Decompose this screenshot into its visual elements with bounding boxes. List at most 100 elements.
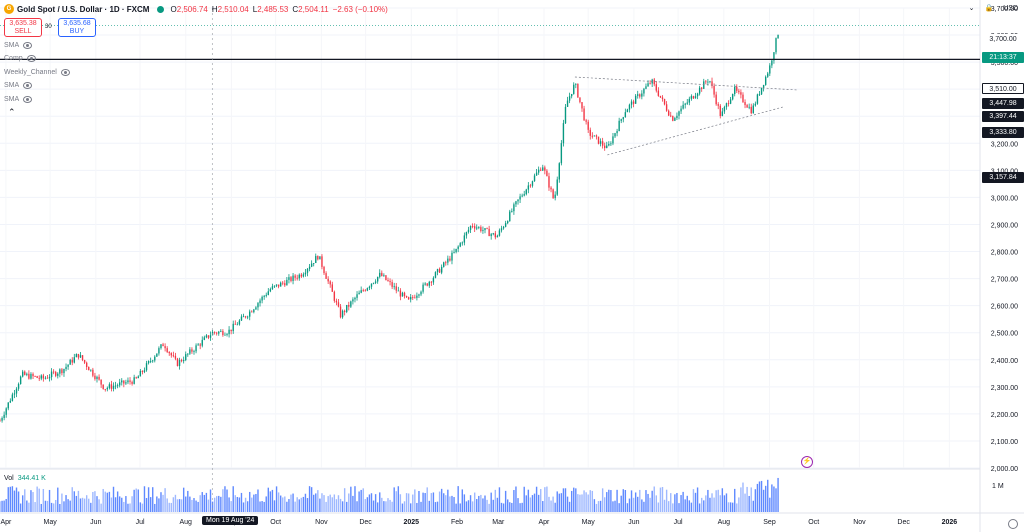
settings-icon[interactable] <box>1008 519 1018 529</box>
candle <box>253 309 255 313</box>
candle <box>694 96 697 99</box>
volume-bar <box>119 496 121 512</box>
volume-bar <box>562 488 565 512</box>
candle <box>162 344 164 347</box>
candle <box>127 380 129 383</box>
indicator-sma-2[interactable]: SMA <box>4 82 33 89</box>
candle <box>385 275 387 281</box>
candle <box>457 246 459 249</box>
candle <box>542 167 544 171</box>
price-label-3447: 3,447.98 <box>982 98 1024 109</box>
buy-button[interactable]: 3,635.68 BUY <box>58 18 96 37</box>
volume-bar <box>253 494 255 512</box>
high-value: 2,510.04 <box>217 4 249 14</box>
candle <box>199 344 201 346</box>
volume-bar <box>94 491 96 512</box>
candle <box>496 235 499 238</box>
candle <box>641 93 643 97</box>
volume-bar <box>428 500 430 512</box>
indicator-weekly-channel[interactable]: Weekly_Channel <box>4 69 70 76</box>
candle <box>75 353 78 358</box>
volume-bar <box>156 496 158 512</box>
volume-bar <box>24 489 26 512</box>
candle <box>672 116 674 121</box>
lock-icon[interactable]: 🔒 <box>984 5 994 12</box>
volume-bar <box>589 490 591 512</box>
volume-bar <box>564 488 567 512</box>
eye-icon[interactable] <box>23 82 33 89</box>
volume-bar <box>288 499 290 512</box>
candle <box>317 256 319 260</box>
volume-bar <box>492 499 494 512</box>
volume-bar <box>42 488 45 512</box>
volume-bar <box>19 503 22 512</box>
volume-bar <box>350 486 352 512</box>
eye-icon[interactable] <box>23 96 33 103</box>
volume-bar <box>622 489 624 512</box>
candle <box>296 277 298 279</box>
volume-bar <box>440 488 443 512</box>
volume-bar <box>213 497 216 512</box>
volume-bar <box>449 496 451 512</box>
eye-icon[interactable] <box>26 55 36 62</box>
candle <box>754 103 757 106</box>
volume-bar <box>626 503 629 512</box>
candle <box>752 105 754 114</box>
candle <box>71 359 73 363</box>
volume-bar <box>465 501 468 512</box>
candle <box>85 362 88 368</box>
eye-icon[interactable] <box>23 42 33 49</box>
candle <box>5 408 7 415</box>
candle <box>387 280 389 282</box>
volume-bar <box>329 494 331 512</box>
volume-bar <box>306 498 309 512</box>
collapse-chevron-icon[interactable]: ⌃ <box>8 107 16 117</box>
candle <box>560 143 563 164</box>
candle <box>701 87 703 89</box>
candle <box>663 98 666 105</box>
candle <box>48 377 51 379</box>
indicator-comp[interactable]: Comp <box>4 55 36 62</box>
candle <box>374 281 377 283</box>
volume-bar <box>251 497 253 512</box>
eye-icon[interactable] <box>60 69 70 76</box>
candle <box>482 230 484 232</box>
lightning-icon[interactable]: ⚡ <box>801 456 813 468</box>
volume-bar <box>168 502 170 512</box>
candle <box>736 86 738 91</box>
symbol-title[interactable]: Gold Spot / U.S. Dollar · 1D · FXCM <box>17 4 150 14</box>
volume-bar <box>370 493 373 512</box>
volume-bar <box>711 493 713 512</box>
currency-selector[interactable]: USD <box>1003 4 1018 12</box>
volume-bar <box>769 497 771 512</box>
candle <box>34 376 36 377</box>
volume-bar <box>752 500 754 512</box>
chevron-down-icon[interactable]: ⌄ <box>968 5 975 12</box>
indicator-sma-1[interactable]: SMA <box>4 42 33 49</box>
volume-bar <box>453 497 455 512</box>
change-value: −2.63 (−0.10%) <box>332 4 388 14</box>
volume-bar <box>346 501 348 512</box>
volume-bar <box>517 498 519 512</box>
candle <box>61 369 63 374</box>
volume-bar <box>315 493 317 512</box>
volume-bar <box>108 491 111 512</box>
candle <box>112 385 115 389</box>
volume-bar <box>267 487 269 512</box>
x-tick-label: Nov <box>315 519 328 526</box>
candle <box>193 351 195 353</box>
volume-bar <box>570 490 573 512</box>
volume-bar <box>40 503 42 512</box>
volume-bar <box>325 501 327 512</box>
volume-bar <box>121 497 123 512</box>
candle <box>156 353 158 357</box>
volume-bar <box>500 502 503 512</box>
sell-button[interactable]: 3,635.38 SELL <box>4 18 42 37</box>
volume-bar <box>645 490 647 512</box>
candle <box>606 145 608 149</box>
indicator-sma-3[interactable]: SMA <box>4 96 33 103</box>
volume-bar <box>246 501 249 512</box>
volume-bar <box>187 490 189 512</box>
candle <box>187 353 189 355</box>
